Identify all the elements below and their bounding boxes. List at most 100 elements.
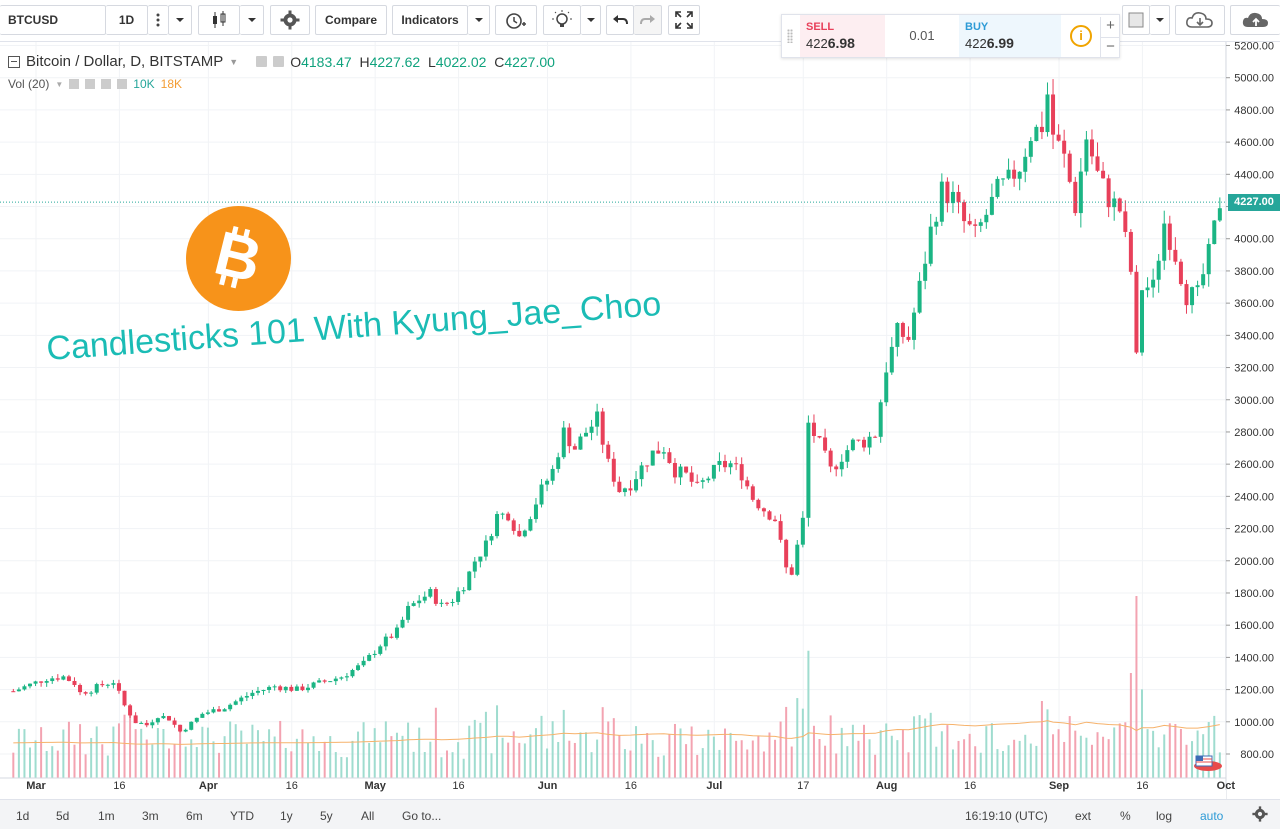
flag-marker-icon[interactable] — [1193, 750, 1227, 772]
time-tick-label: Mar — [26, 780, 46, 792]
cloud-download-icon[interactable] — [1175, 5, 1225, 35]
candle-body — [761, 508, 766, 512]
range-all[interactable]: All — [361, 809, 375, 823]
title-chevron-down-icon[interactable]: ▼ — [229, 56, 239, 67]
info-icon[interactable]: i — [1070, 25, 1092, 47]
close-label: C — [494, 53, 505, 70]
volume-bar — [896, 740, 899, 778]
volume-bar — [34, 740, 37, 778]
price-axis[interactable]: 800.00 1000.00 1200.00 1400.00 1600.00 1800.0… — [1225, 41, 1280, 800]
hint-lightbulb-icon[interactable] — [543, 5, 581, 35]
candle-body — [272, 686, 277, 688]
candle-body — [1012, 169, 1017, 179]
candlestick-series — [11, 79, 1222, 733]
range-5y[interactable]: 5y — [320, 809, 333, 823]
volume-bar — [796, 698, 799, 778]
candle-body — [1140, 290, 1144, 353]
buy-button[interactable]: BUY 4226.99 — [959, 15, 1061, 57]
candle-body — [105, 684, 110, 686]
volume-bar — [357, 731, 360, 778]
volume-gear-icon[interactable] — [85, 79, 96, 89]
gear-icon[interactable] — [273, 56, 285, 67]
volume-eye-icon[interactable] — [69, 79, 80, 89]
volume-bar — [251, 724, 254, 778]
volume-plus-icon[interactable] — [101, 79, 112, 89]
candle-body — [962, 202, 967, 222]
candle-body — [445, 602, 449, 604]
chart-style-candles-icon[interactable] — [198, 5, 240, 35]
quantity-plus-button[interactable]: + — [1100, 17, 1120, 37]
auto-toggle[interactable]: auto — [1200, 809, 1224, 823]
volume-close-icon[interactable] — [117, 79, 128, 89]
volume-bar — [673, 723, 676, 778]
eye-icon[interactable] — [256, 56, 268, 67]
candle-body — [823, 437, 828, 451]
volume-bar — [996, 749, 999, 778]
log-toggle[interactable]: log — [1156, 809, 1173, 823]
volume-bar — [201, 726, 204, 778]
chart-style-chevron-down-icon[interactable] — [240, 5, 264, 35]
range-5d[interactable]: 5d — [56, 809, 70, 823]
indicators-chevron-down-icon[interactable] — [468, 5, 490, 35]
range-6m[interactable]: 6m — [186, 809, 203, 823]
drag-handle-icon[interactable] — [787, 29, 793, 43]
go-to-button[interactable]: Go to... — [402, 809, 442, 823]
volume-bar — [1035, 745, 1038, 778]
percent-toggle[interactable]: % — [1120, 809, 1131, 823]
price-tick-label: 800.00 — [1240, 749, 1274, 761]
candle-body — [183, 729, 188, 732]
volume-bar — [557, 742, 560, 778]
indicators-button[interactable]: Indicators — [392, 5, 468, 35]
candle-body — [939, 181, 944, 222]
candle-body — [306, 687, 310, 691]
interval-chevron-down-icon[interactable] — [168, 5, 192, 35]
candle-body — [650, 450, 655, 466]
volume-bar — [551, 721, 554, 778]
volume-bars — [12, 596, 1221, 778]
volume-bar — [1146, 729, 1149, 778]
candle-body — [311, 682, 316, 688]
range-1y[interactable]: 1y — [280, 809, 293, 823]
candle-body — [1112, 198, 1117, 208]
range-ytd[interactable]: YTD — [230, 809, 254, 823]
volume-chevron-down-icon[interactable]: ▼ — [55, 79, 64, 89]
range-3m[interactable]: 3m — [142, 809, 159, 823]
candle-body — [78, 684, 83, 693]
ext-toggle[interactable]: ext — [1075, 809, 1092, 823]
volume-bar — [412, 751, 415, 778]
interval-button[interactable]: 1D — [106, 5, 148, 35]
candle-body — [495, 514, 500, 537]
cloud-upload-icon[interactable] — [1230, 5, 1280, 35]
volume-bar — [707, 729, 710, 778]
candle-body — [1001, 178, 1005, 180]
fullscreen-icon[interactable] — [668, 5, 700, 35]
range-1m[interactable]: 1m — [98, 809, 115, 823]
volume-bar — [696, 754, 699, 778]
settings-gear-icon[interactable] — [1252, 806, 1268, 825]
sell-button[interactable]: SELL 4226.98 — [800, 15, 885, 57]
candle-body — [200, 713, 205, 718]
layout-square-icon[interactable] — [1122, 5, 1150, 35]
candle-body — [1017, 171, 1022, 179]
more-vertical-icon[interactable] — [148, 5, 168, 35]
legend-collapse-icon[interactable] — [8, 55, 20, 68]
volume-bar — [206, 727, 209, 778]
range-1d[interactable]: 1d — [16, 809, 30, 823]
redo-icon[interactable] — [634, 5, 662, 35]
settings-gear-icon[interactable] — [270, 5, 310, 35]
candle-body — [255, 690, 260, 693]
undo-icon[interactable] — [606, 5, 634, 35]
time-axis[interactable]: Mar 16 Apr 16 May 16 Jun 16 Jul 17 Aug 16 Sep 16 Oct — [0, 777, 1235, 799]
hint-chevron-down-icon[interactable] — [581, 5, 601, 35]
quantity-minus-button[interactable]: − — [1100, 37, 1120, 57]
volume-bar — [284, 747, 287, 778]
layout-chevron-down-icon[interactable] — [1150, 5, 1170, 35]
alert-clock-icon[interactable] — [495, 5, 537, 35]
compare-button[interactable]: Compare — [315, 5, 387, 35]
volume-bar — [418, 727, 421, 778]
candle-body — [61, 676, 66, 680]
volume-bar — [801, 708, 804, 778]
volume-bar — [718, 749, 721, 778]
symbol-search-input[interactable]: BTCUSD — [0, 5, 106, 35]
